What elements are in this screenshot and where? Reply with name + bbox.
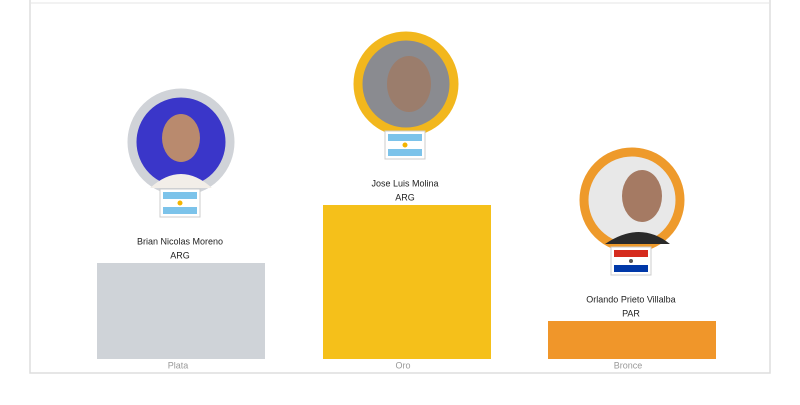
avatar-face (387, 56, 431, 112)
podium-bar (97, 263, 265, 359)
athlete-country: PAR (622, 308, 640, 318)
podium-bar (548, 321, 716, 359)
podium-silver: Brian Nicolas Moreno ARG Plata (97, 88, 265, 370)
medal-label: Bronce (614, 360, 643, 370)
athlete-name: Orlando Prieto Villalba (586, 294, 675, 304)
podium-bronze: Orlando Prieto Villalba PAR Bronce (548, 147, 716, 370)
podium-bar (323, 205, 491, 359)
athlete-name: Brian Nicolas Moreno (137, 236, 223, 246)
avatar-face (162, 114, 200, 162)
avatar-body (605, 232, 670, 244)
podium-gold: Jose Luis Molina ARG Oro (323, 31, 491, 370)
athlete-country: ARG (395, 192, 415, 202)
athlete-name: Jose Luis Molina (371, 178, 438, 188)
athlete-country: ARG (170, 250, 190, 260)
medal-label: Plata (168, 360, 189, 370)
flag-paraguay (610, 246, 652, 276)
flag-argentina (159, 188, 201, 218)
flag-argentina (384, 130, 426, 160)
avatar-face (622, 170, 662, 222)
avatar-body (150, 174, 212, 188)
medal-label: Oro (395, 360, 410, 370)
